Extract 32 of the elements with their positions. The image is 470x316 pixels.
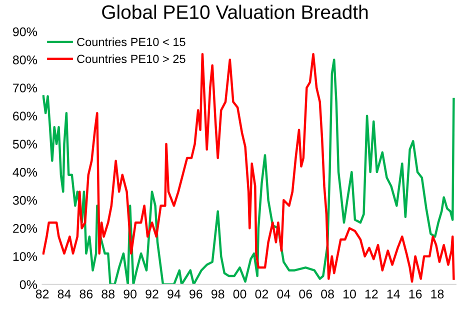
x-tick-label: 82	[36, 290, 49, 298]
y-tick-label: 50%	[12, 140, 37, 149]
y-tick-label: 90%	[13, 27, 37, 36]
x-tick-label: 88	[102, 290, 115, 298]
x-tick-label: 12	[365, 290, 378, 298]
y-tick-label: 10%	[13, 252, 37, 261]
y-tick-label: 0%	[20, 280, 37, 290]
legend-label: Countries PE10 > 25	[77, 54, 186, 64]
x-tick-label: 18	[431, 290, 444, 298]
x-tick-label: 04	[277, 290, 290, 298]
y-tick-label: 30%	[12, 196, 37, 205]
x-tick-label: 06	[299, 290, 312, 298]
x-tick-label: 00	[233, 290, 246, 298]
x-tick-label: 08	[321, 290, 334, 298]
legend-label: Countries PE10 < 15	[77, 38, 186, 46]
chart-title: Global PE10 Valuation Breadth	[102, 4, 368, 20]
x-tick-label: 14	[387, 290, 400, 298]
x-tick-label: 94	[168, 290, 181, 298]
x-tick-label: 02	[255, 290, 268, 298]
y-tick-label: 80%	[12, 55, 37, 64]
x-tick-label: 92	[146, 290, 158, 298]
y-tick-label: 40%	[12, 168, 37, 177]
x-tick-label: 98	[211, 290, 224, 298]
y-tick-label: 70%	[13, 84, 37, 92]
x-tick-label: 84	[58, 290, 71, 298]
y-tick-label: 60%	[13, 112, 37, 121]
x-tick-label: 90	[124, 290, 137, 298]
x-tick-label: 86	[80, 290, 93, 298]
x-tick-label: 96	[190, 290, 202, 298]
x-tick-label: 10	[343, 290, 356, 298]
x-tick-label: 16	[409, 290, 422, 298]
y-tick-label: 20%	[13, 224, 37, 233]
